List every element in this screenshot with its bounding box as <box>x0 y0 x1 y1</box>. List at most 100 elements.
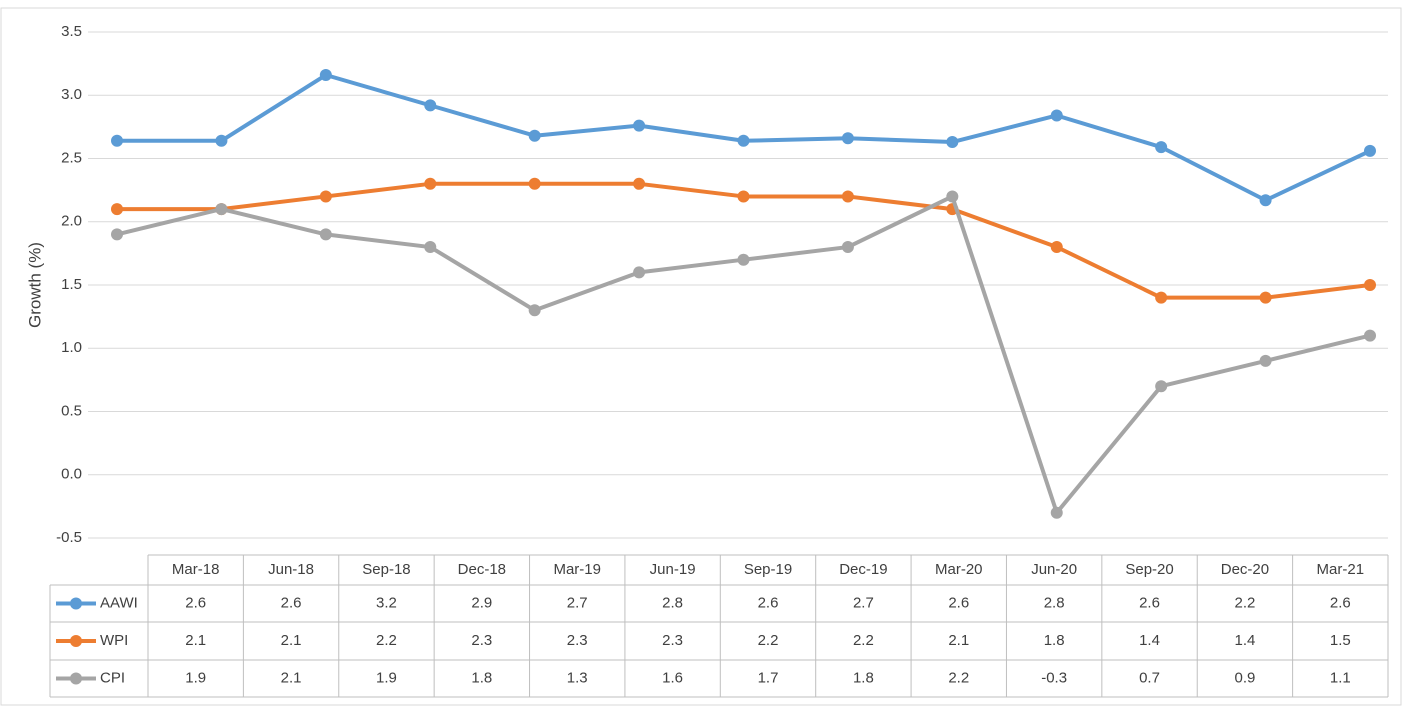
table-value: 1.4 <box>1139 632 1160 649</box>
table-value: 1.9 <box>376 669 397 686</box>
table-value: 3.2 <box>376 594 397 611</box>
y-tick-label: 3.0 <box>61 86 82 103</box>
series-line <box>116 194 1371 515</box>
data-point <box>111 203 123 216</box>
table-value: 2.2 <box>758 632 779 649</box>
table-value: 2.9 <box>471 594 492 611</box>
data-point <box>319 190 332 203</box>
data-point <box>319 228 332 241</box>
data-point <box>1050 109 1063 122</box>
table-value: 2.7 <box>567 594 588 611</box>
legend-label: CPI <box>100 669 125 686</box>
data-point <box>633 177 646 190</box>
table-value: 2.2 <box>853 632 874 649</box>
x-tick-label: Jun-18 <box>268 561 314 578</box>
legend-marker <box>70 672 82 685</box>
data-point <box>1364 279 1376 291</box>
data-point <box>1259 291 1272 304</box>
data-point <box>424 99 437 112</box>
x-tick-label: Sep-20 <box>1125 561 1173 578</box>
x-tick-label: Dec-19 <box>839 561 887 578</box>
legend-marker <box>70 635 82 647</box>
table-value: 2.6 <box>281 594 302 611</box>
data-point <box>1364 329 1376 342</box>
chart-frame <box>0 7 1402 706</box>
legend-label: AAWI <box>100 594 138 611</box>
table-value: 1.3 <box>567 669 588 686</box>
data-point <box>1155 141 1168 154</box>
table-value: 2.3 <box>662 632 683 649</box>
x-tick-label: Dec-20 <box>1221 561 1269 578</box>
table-value: 2.6 <box>758 594 779 611</box>
table-value: 2.7 <box>853 594 874 611</box>
data-point <box>1259 194 1272 207</box>
table-value: 0.9 <box>1234 669 1255 686</box>
table-value: 1.7 <box>758 669 779 686</box>
y-tick-label: 3.5 <box>61 23 82 40</box>
data-point <box>215 134 228 147</box>
y-tick-label: 1.5 <box>61 276 82 293</box>
data-point <box>737 134 750 147</box>
data-point <box>1364 144 1376 157</box>
table-value: 2.1 <box>185 632 206 649</box>
table-value: 2.3 <box>471 632 492 649</box>
table-value: 2.3 <box>567 632 588 649</box>
data-point <box>737 190 750 203</box>
x-tick-label: Mar-21 <box>1317 561 1365 578</box>
table-value: 0.7 <box>1139 669 1160 686</box>
table-value: 1.8 <box>471 669 492 686</box>
data-point <box>1155 380 1168 393</box>
table-value: 2.2 <box>948 669 969 686</box>
data-point <box>528 129 541 142</box>
table-value: 2.6 <box>1139 594 1160 611</box>
data-point <box>111 228 123 241</box>
data-point <box>633 266 646 279</box>
y-tick-label: -0.5 <box>56 529 82 546</box>
x-tick-label: Sep-19 <box>744 561 792 578</box>
legend-marker <box>70 597 82 610</box>
data-point <box>528 177 541 190</box>
data-point <box>319 69 332 82</box>
table-value: 1.9 <box>185 669 206 686</box>
data-point <box>111 134 123 147</box>
legend-label: WPI <box>100 632 128 649</box>
data-point <box>424 241 437 254</box>
y-tick-label: 0.5 <box>61 402 82 419</box>
table-value: 1.4 <box>1234 632 1255 649</box>
data-point <box>528 304 541 317</box>
table-value: 2.8 <box>662 594 683 611</box>
data-point <box>215 203 228 216</box>
table-value: -0.3 <box>1041 669 1067 686</box>
x-tick-label: Jun-20 <box>1031 561 1077 578</box>
table-value: 2.6 <box>1330 594 1351 611</box>
table-value: 2.1 <box>281 632 302 649</box>
x-tick-label: Sep-18 <box>362 561 410 578</box>
x-tick-label: Jun-19 <box>650 561 696 578</box>
y-tick-label: 2.0 <box>61 213 82 230</box>
table-value: 1.5 <box>1330 632 1351 649</box>
x-tick-label: Mar-20 <box>935 561 983 578</box>
data-point <box>1050 241 1063 254</box>
x-tick-label: Dec-18 <box>458 561 506 578</box>
x-tick-label: Mar-19 <box>553 561 601 578</box>
data-point <box>946 136 959 149</box>
data-point <box>841 190 854 203</box>
y-tick-label: 1.0 <box>61 339 82 356</box>
table-value: 2.2 <box>376 632 397 649</box>
y-axis-title: Growth (%) <box>25 242 44 328</box>
table-value: 1.8 <box>1044 632 1065 649</box>
table-value: 2.1 <box>948 632 969 649</box>
table-value: 2.6 <box>185 594 206 611</box>
data-point <box>424 177 437 190</box>
data-point <box>1050 506 1063 519</box>
data-point <box>946 190 959 203</box>
table-value: 2.2 <box>1234 594 1255 611</box>
table-value: 2.1 <box>281 669 302 686</box>
table-value: 1.6 <box>662 669 683 686</box>
table-value: 2.8 <box>1044 594 1065 611</box>
table-value: 1.8 <box>853 669 874 686</box>
data-point <box>633 119 646 132</box>
table-value: 2.6 <box>948 594 969 611</box>
x-tick-label: Mar-18 <box>172 561 220 578</box>
